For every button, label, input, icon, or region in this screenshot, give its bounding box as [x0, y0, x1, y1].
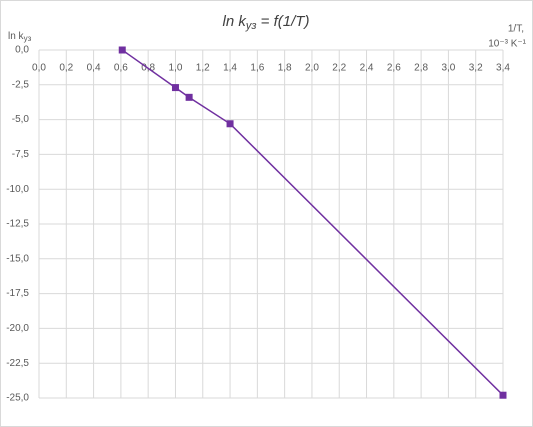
y-tick-label: -17,5: [6, 288, 29, 299]
y-label-main: ln k: [8, 31, 25, 42]
y-label-subscript: уз: [24, 34, 32, 43]
x-tick-label: 2,2: [332, 63, 346, 74]
y-tick-label: -25,0: [6, 393, 29, 404]
data-point: [499, 391, 507, 399]
x-tick-label: 3,2: [469, 63, 483, 74]
x-tick-label: 1,4: [223, 63, 237, 74]
data-point: [185, 93, 193, 101]
x-tick-label: 2,4: [360, 63, 374, 74]
y-tick-label: -5,0: [12, 114, 30, 125]
x-tick-label: 0,6: [114, 63, 128, 74]
data-point: [226, 120, 234, 128]
x-tick-label: 0,4: [87, 63, 101, 74]
x-tick-label: 1,6: [250, 63, 264, 74]
x-tick-label: 1,0: [169, 63, 183, 74]
x-tick-label: 0,2: [59, 63, 73, 74]
y-axis-label: ln kуз: [8, 31, 32, 43]
y-tick-label: -2,5: [12, 79, 30, 90]
data-point: [118, 46, 126, 54]
y-tick-label: -12,5: [6, 219, 29, 230]
y-tick-label: -20,0: [6, 323, 29, 334]
title-main: ln k: [223, 13, 248, 30]
y-tick-label: 0,0: [15, 45, 29, 56]
x-tick-label: 2,8: [414, 63, 428, 74]
x-axis-label: 1/T,: [508, 24, 524, 35]
x-axis-label-unit: 10⁻³ K⁻¹: [488, 39, 526, 50]
y-tick-label: -7,5: [12, 149, 30, 160]
x-tick-label: 2,6: [387, 63, 401, 74]
title-subscript: уз: [245, 20, 257, 32]
y-tick-label: -15,0: [6, 253, 29, 264]
x-tick-label: 2,0: [305, 63, 319, 74]
x-tick-label: 1,8: [278, 63, 292, 74]
data-point: [171, 84, 179, 92]
x-tick-label: 0,0: [32, 63, 46, 74]
y-tick-label: -10,0: [6, 184, 29, 195]
x-tick-label: 3,0: [441, 63, 455, 74]
x-tick-label: 1,2: [196, 63, 210, 74]
chart-title: ln kуз = f(1/T): [223, 13, 310, 32]
y-tick-label: -22,5: [6, 358, 29, 369]
x-tick-label: 3,4: [496, 63, 510, 74]
title-rest: = f(1/T): [257, 13, 310, 30]
